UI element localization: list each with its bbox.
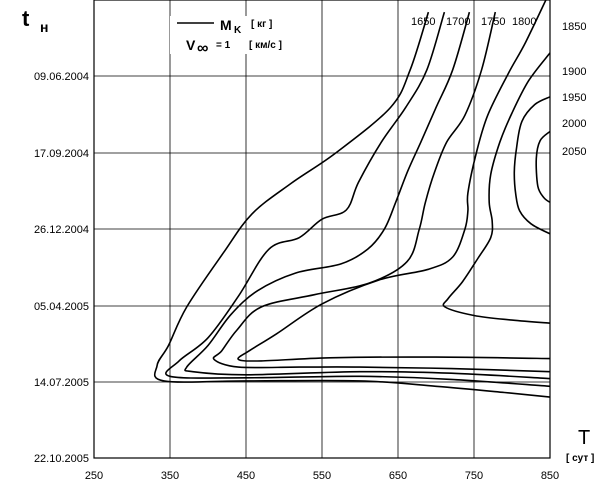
legend-param-value: = 1 (216, 40, 231, 51)
legend-line-label-sub: K (234, 25, 242, 36)
x-tick-label-250: 250 (85, 470, 103, 482)
y-tick-label-3: 05.04.2005 (34, 301, 89, 313)
y-tick-label-0: 09.06.2004 (34, 71, 89, 83)
legend-line-label: M (220, 17, 232, 33)
level-labels: 1650 1700 1750 1800 1850 1900 1950 2000 … (411, 16, 586, 158)
level-label-1850: 1850 (562, 21, 586, 33)
level-label-1750: 1750 (481, 16, 505, 28)
legend-param-unit: [ км/с ] (249, 40, 282, 51)
tick-labels: 250 350 450 550 650 750 850 09.06.2004 17.09.200… (34, 71, 559, 482)
y-axis-title: t н (22, 6, 48, 35)
x-axis-title: T [ сут ] (566, 427, 594, 464)
legend: M K [ кг ] V ∞ = 1 [ км/с ] (170, 16, 305, 57)
x-tick-label-750: 750 (465, 470, 483, 482)
contour-line-1750 (184, 11, 551, 380)
y-tick-label-2: 26.12.2004 (34, 224, 89, 236)
x-axis-label: T (578, 427, 590, 449)
x-tick-label-550: 550 (313, 470, 331, 482)
contour-line-1650 (153, 11, 551, 398)
level-label-1700: 1700 (446, 16, 470, 28)
level-label-2000: 2000 (562, 118, 586, 130)
y-tick-label-4: 14.07.2005 (34, 377, 89, 389)
contour-line-1800 (212, 11, 551, 373)
contour-line-1900 (442, 52, 551, 324)
contour-line-2000 (535, 130, 551, 203)
plot-frame (93, 0, 551, 459)
x-axis-unit: [ сут ] (566, 453, 594, 464)
contour-line-1700 (165, 11, 551, 388)
x-tick-label-350: 350 (161, 470, 179, 482)
curves (153, 0, 551, 398)
level-label-1650: 1650 (411, 16, 435, 28)
contour-line-1950 (513, 96, 551, 235)
x-tick-label-850: 850 (541, 470, 559, 482)
contour-line-1850 (237, 0, 551, 362)
y-axis-label: t (22, 6, 30, 31)
level-label-1950: 1950 (562, 92, 586, 104)
level-label-1900: 1900 (562, 66, 586, 78)
grid (93, 0, 551, 459)
y-tick-label-5: 22.10.2005 (34, 453, 89, 465)
y-tick-label-1: 17.09.2004 (34, 148, 89, 160)
legend-line-unit: [ кг ] (251, 19, 272, 30)
level-label-1800: 1800 (512, 16, 536, 28)
legend-param-label: V (186, 37, 196, 53)
level-label-2050: 2050 (562, 146, 586, 158)
x-tick-label-650: 650 (389, 470, 407, 482)
x-tick-label-450: 450 (237, 470, 255, 482)
legend-param-symbol: ∞ (197, 40, 208, 57)
y-axis-label-sub: н (40, 19, 48, 35)
